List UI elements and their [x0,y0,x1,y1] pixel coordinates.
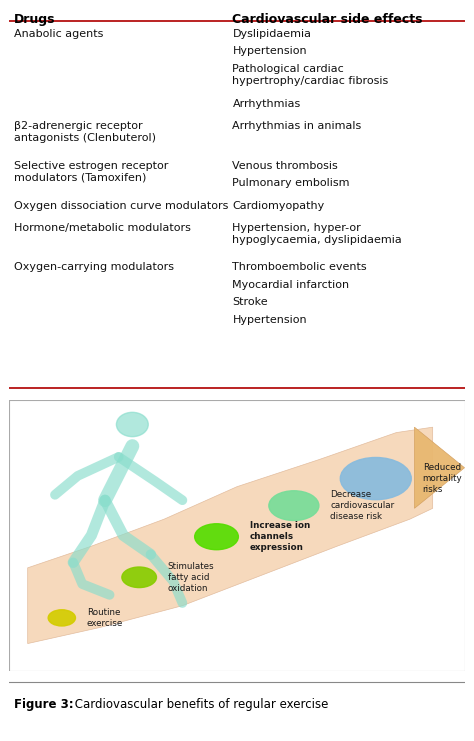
Text: Venous thrombosis: Venous thrombosis [232,161,338,171]
Text: Dyslipidaemia: Dyslipidaemia [232,29,311,39]
Text: Decrease
cardiovascular
disease risk: Decrease cardiovascular disease risk [330,491,394,521]
Text: Selective estrogen receptor
modulators (Tamoxifen): Selective estrogen receptor modulators (… [14,161,168,183]
Text: Arrhythmias in animals: Arrhythmias in animals [232,121,362,131]
Text: Reduced
mortality
risks: Reduced mortality risks [423,463,462,494]
Text: Cardiovascular benefits of regular exercise: Cardiovascular benefits of regular exerc… [71,698,328,711]
Text: Arrhythmias: Arrhythmias [232,99,301,109]
Text: Cardiovascular side effects: Cardiovascular side effects [232,13,423,26]
Text: Hypertension: Hypertension [232,315,307,325]
Text: Increase ion
channels
expression: Increase ion channels expression [250,522,310,552]
Circle shape [269,491,319,520]
Text: Oxygen-carrying modulators: Oxygen-carrying modulators [14,262,174,273]
Circle shape [48,610,75,626]
Text: Pulmonary embolism: Pulmonary embolism [232,179,350,188]
Text: Routine
exercise: Routine exercise [87,608,123,628]
Ellipse shape [117,412,148,436]
Text: Drugs: Drugs [14,13,55,26]
Circle shape [340,457,411,499]
Circle shape [195,524,238,550]
Text: Oxygen dissociation curve modulators: Oxygen dissociation curve modulators [14,201,228,210]
Text: β2-adrenergic receptor
antagonists (Clenbuterol): β2-adrenergic receptor antagonists (Clen… [14,121,156,143]
Text: Figure 3:: Figure 3: [14,698,73,711]
Circle shape [122,567,156,588]
Text: Hypertension: Hypertension [232,47,307,56]
Text: Stroke: Stroke [232,297,268,308]
Polygon shape [414,427,465,508]
Text: Myocardial infarction: Myocardial infarction [232,280,349,290]
Polygon shape [27,427,433,643]
Text: Stimulates
fatty acid
oxidation: Stimulates fatty acid oxidation [168,562,214,593]
Text: Thromboembolic events: Thromboembolic events [232,262,367,273]
Text: Hormone/metabolic modulators: Hormone/metabolic modulators [14,222,191,233]
Text: Cardiomyopathy: Cardiomyopathy [232,201,325,210]
Text: Pathological cardiac
hypertrophy/cardiac fibrosis: Pathological cardiac hypertrophy/cardiac… [232,64,389,86]
Text: Hypertension, hyper-or
hypoglycaemia, dyslipidaemia: Hypertension, hyper-or hypoglycaemia, dy… [232,222,402,245]
Text: Anabolic agents: Anabolic agents [14,29,103,39]
